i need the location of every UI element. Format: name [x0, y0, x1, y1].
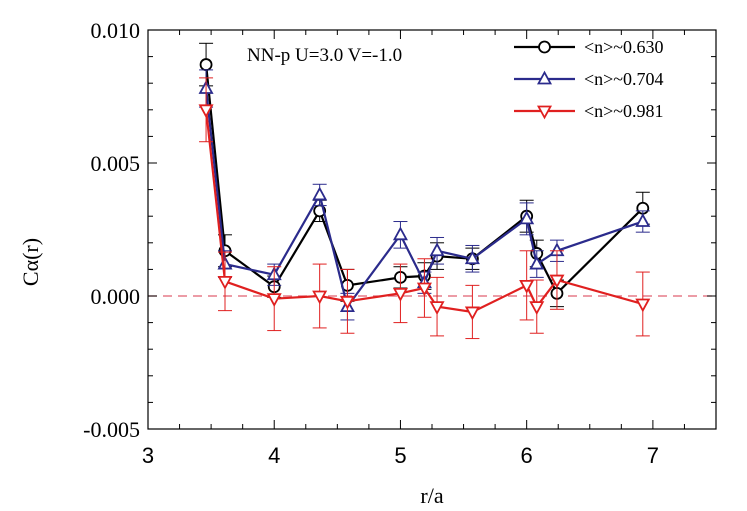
series-3: [199, 78, 650, 339]
x-tick-label: 5: [394, 443, 406, 468]
data-point: [431, 244, 443, 255]
y-axis-title: Cα(r): [18, 238, 43, 286]
series-layer: [199, 43, 650, 338]
chart-figure: 3 4 5 6 7 -0.005 0.000 0.005 0.010 NN-p U=3.0 V=…: [0, 0, 747, 511]
x-tick-label: 3: [142, 443, 154, 468]
x-axis-title: r/a: [420, 483, 443, 508]
y-tick-label: 0.010: [91, 18, 141, 43]
y-tick-label: 0.000: [91, 284, 141, 309]
legend-marker: [539, 42, 550, 53]
data-point: [268, 294, 280, 305]
legend: <n>~0.630 <n>~0.704 <n>~0.981: [514, 37, 664, 121]
chart-annotation: NN-p U=3.0 V=-1.0: [247, 45, 402, 66]
legend-label: <n>~0.981: [584, 101, 664, 121]
legend-label: <n>~0.630: [584, 37, 664, 57]
x-tick-label: 6: [521, 443, 533, 468]
legend-label: <n>~0.704: [584, 69, 664, 89]
data-point: [637, 299, 649, 310]
data-point: [201, 59, 212, 70]
data-point: [637, 215, 649, 226]
y-tick-label: -0.005: [83, 417, 140, 442]
data-point: [531, 302, 543, 313]
y-tick-label: 0.005: [91, 151, 141, 176]
data-point: [466, 307, 478, 318]
x-tick-label: 7: [647, 443, 659, 468]
data-point: [394, 228, 406, 239]
data-point: [314, 188, 326, 199]
x-tick-label: 4: [268, 443, 280, 468]
plot-frame: [148, 30, 716, 429]
